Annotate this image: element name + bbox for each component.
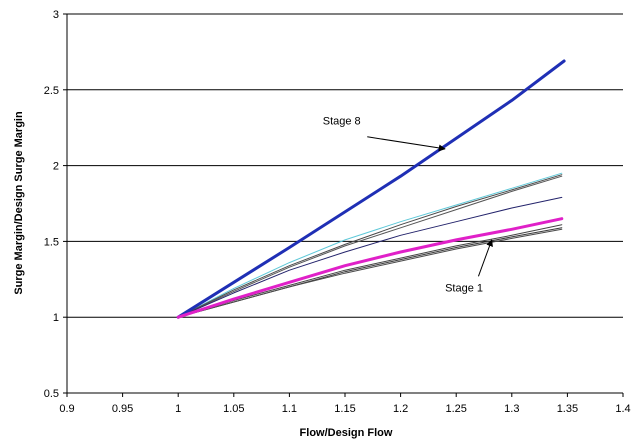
gridlines xyxy=(67,13,623,318)
x-tick-label: 0.95 xyxy=(112,403,133,415)
x-tick-label: 0.9 xyxy=(59,403,74,415)
y-tick-label: 3 xyxy=(53,9,59,21)
series-line-5 xyxy=(177,196,563,318)
x-tick-label: 1.05 xyxy=(223,403,244,415)
series-line-7 xyxy=(177,224,563,318)
annotation-label: Stage 8 xyxy=(323,116,361,128)
series-line-3 xyxy=(177,174,563,318)
x-tick-label: 1.25 xyxy=(445,403,466,415)
annotation-arrow xyxy=(477,239,493,277)
series-line-1 xyxy=(176,59,566,319)
x-axis-title: Flow/Design Flow xyxy=(300,427,393,439)
series-line-6 xyxy=(176,217,564,319)
tick-labels: 0.5 1 1.5 2 2.5 3 0.9 0.95 1 1.05 1.1 1.15 1.2 1.25 1.… xyxy=(44,9,631,415)
series-line-4 xyxy=(177,175,563,318)
annotation-label: Stage 1 xyxy=(445,282,483,294)
y-tick-label: 1 xyxy=(53,312,59,324)
axes xyxy=(63,13,624,397)
y-tick-label: 2.5 xyxy=(44,85,59,97)
x-tick-label: 1.4 xyxy=(615,403,630,415)
series-line-2 xyxy=(177,172,563,318)
x-tick-label: 1.35 xyxy=(557,403,578,415)
y-tick-label: 1.5 xyxy=(44,236,59,248)
x-tick-label: 1.1 xyxy=(282,403,297,415)
series-line-9 xyxy=(177,228,563,318)
x-tick-label: 1.2 xyxy=(393,403,408,415)
y-axis-title: Surge Margin/Design Surge Margin xyxy=(13,111,25,295)
annotations: Stage 8 Stage 1 xyxy=(323,116,493,294)
x-tick-label: 1 xyxy=(175,403,181,415)
x-tick-label: 1.3 xyxy=(504,403,519,415)
annotation-arrow xyxy=(367,136,446,152)
x-tick-label: 1.15 xyxy=(334,403,355,415)
series-group xyxy=(176,59,566,319)
y-tick-label: 0.5 xyxy=(44,388,59,400)
y-tick-label: 2 xyxy=(53,161,59,173)
